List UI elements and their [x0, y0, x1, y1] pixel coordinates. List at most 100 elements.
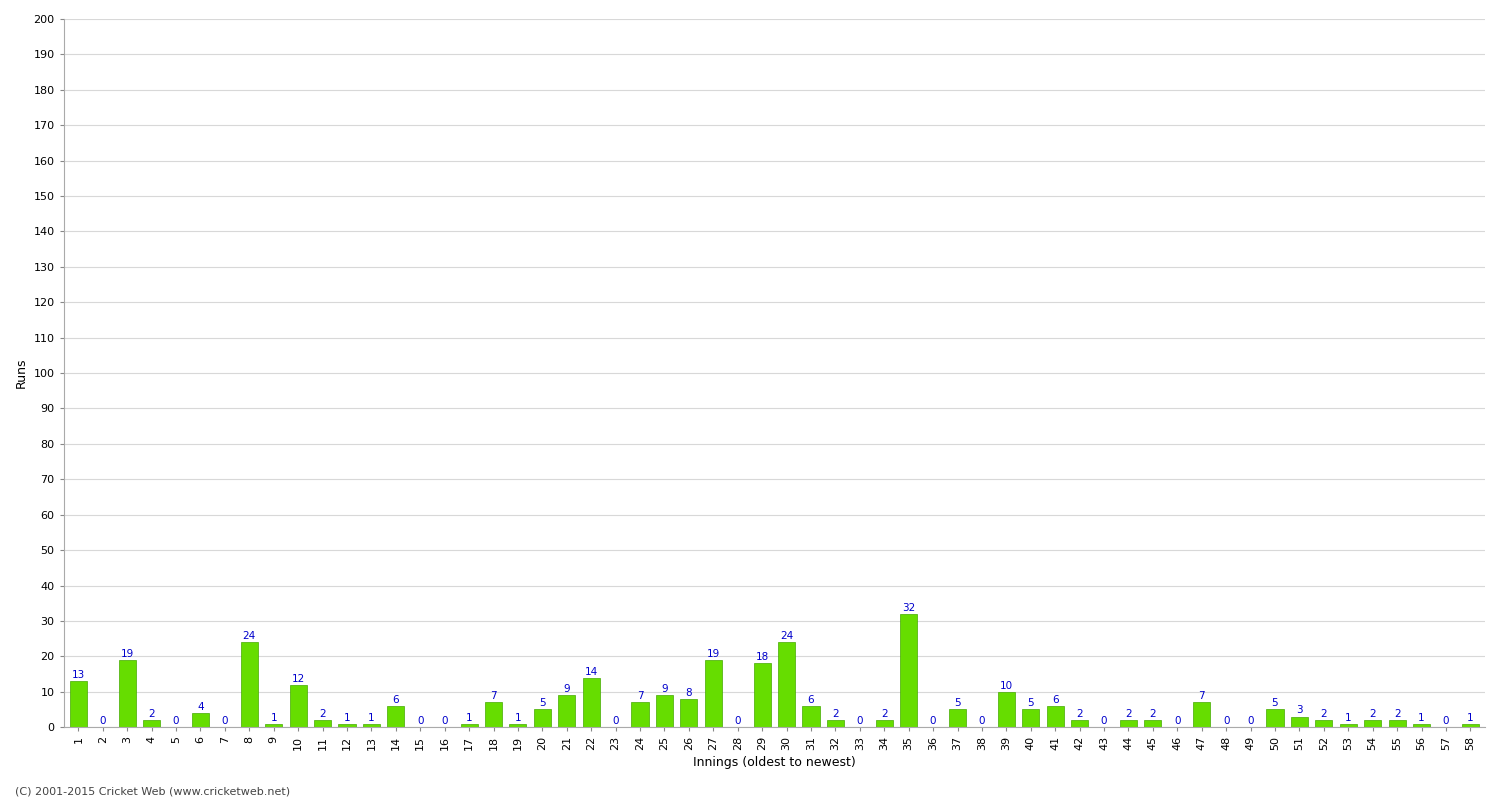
Text: 0: 0 — [1174, 716, 1180, 726]
Bar — [998, 692, 1016, 727]
Text: 1: 1 — [270, 713, 278, 722]
Bar — [1047, 706, 1064, 727]
Text: 4: 4 — [196, 702, 204, 712]
Text: 24: 24 — [780, 631, 794, 641]
Text: 2: 2 — [880, 709, 888, 719]
Bar — [290, 685, 306, 727]
Text: 0: 0 — [735, 716, 741, 726]
Text: 7: 7 — [1198, 691, 1204, 702]
Bar — [1120, 720, 1137, 727]
Bar — [70, 681, 87, 727]
Bar — [1413, 724, 1430, 727]
Bar — [534, 710, 550, 727]
Text: 5: 5 — [1028, 698, 1033, 709]
Text: 0: 0 — [99, 716, 106, 726]
Text: 24: 24 — [243, 631, 256, 641]
Bar — [753, 663, 771, 727]
Bar — [460, 724, 477, 727]
Text: 0: 0 — [978, 716, 986, 726]
Bar — [950, 710, 966, 727]
Bar — [1292, 717, 1308, 727]
Text: 2: 2 — [320, 709, 326, 719]
Text: 2: 2 — [1394, 709, 1401, 719]
Bar — [314, 720, 332, 727]
Text: 1: 1 — [1418, 713, 1425, 722]
Bar — [1340, 724, 1358, 727]
Text: 1: 1 — [514, 713, 520, 722]
Bar — [387, 706, 405, 727]
Text: 2: 2 — [833, 709, 839, 719]
Bar — [558, 695, 576, 727]
Text: 6: 6 — [807, 695, 814, 705]
Bar — [1144, 720, 1161, 727]
Bar — [632, 702, 648, 727]
Text: (C) 2001-2015 Cricket Web (www.cricketweb.net): (C) 2001-2015 Cricket Web (www.cricketwe… — [15, 786, 290, 796]
Text: 7: 7 — [636, 691, 644, 702]
Text: 1: 1 — [466, 713, 472, 722]
Text: 9: 9 — [662, 684, 668, 694]
Bar — [484, 702, 502, 727]
Text: 9: 9 — [564, 684, 570, 694]
Bar — [1462, 724, 1479, 727]
Text: 2: 2 — [1320, 709, 1328, 719]
Text: 1: 1 — [1346, 713, 1352, 722]
Bar — [242, 642, 258, 727]
Text: 2: 2 — [1077, 709, 1083, 719]
Bar — [656, 695, 674, 727]
Bar — [802, 706, 819, 727]
Bar — [705, 660, 722, 727]
Text: 1: 1 — [368, 713, 375, 722]
Text: 0: 0 — [1222, 716, 1230, 726]
Bar — [827, 720, 844, 727]
Bar — [1071, 720, 1088, 727]
Text: 6: 6 — [1052, 695, 1059, 705]
Bar — [1364, 720, 1382, 727]
Bar — [118, 660, 135, 727]
Bar — [1316, 720, 1332, 727]
Bar — [582, 678, 600, 727]
Text: 13: 13 — [72, 670, 86, 680]
Bar — [363, 724, 380, 727]
Bar — [142, 720, 160, 727]
Text: 5: 5 — [538, 698, 546, 709]
Text: 0: 0 — [1101, 716, 1107, 726]
Text: 2: 2 — [1125, 709, 1132, 719]
Text: 2: 2 — [1149, 709, 1156, 719]
Text: 0: 0 — [222, 716, 228, 726]
Text: 12: 12 — [291, 674, 304, 684]
Bar — [1266, 710, 1284, 727]
Text: 1: 1 — [1467, 713, 1473, 722]
Text: 2: 2 — [1370, 709, 1376, 719]
Bar — [1022, 710, 1040, 727]
Text: 0: 0 — [856, 716, 862, 726]
Bar — [681, 699, 698, 727]
Text: 0: 0 — [1248, 716, 1254, 726]
Text: 0: 0 — [172, 716, 180, 726]
Text: 0: 0 — [441, 716, 448, 726]
Text: 19: 19 — [120, 649, 134, 659]
Text: 19: 19 — [706, 649, 720, 659]
X-axis label: Innings (oldest to newest): Innings (oldest to newest) — [693, 756, 855, 769]
Text: 8: 8 — [686, 688, 692, 698]
Bar — [876, 720, 892, 727]
Text: 3: 3 — [1296, 706, 1302, 715]
Y-axis label: Runs: Runs — [15, 358, 28, 388]
Bar — [1192, 702, 1210, 727]
Bar — [778, 642, 795, 727]
Text: 5: 5 — [954, 698, 962, 709]
Text: 0: 0 — [612, 716, 620, 726]
Text: 1: 1 — [344, 713, 351, 722]
Bar — [510, 724, 526, 727]
Text: 5: 5 — [1272, 698, 1278, 709]
Text: 6: 6 — [393, 695, 399, 705]
Text: 18: 18 — [756, 652, 770, 662]
Bar — [192, 713, 208, 727]
Bar — [900, 614, 916, 727]
Text: 2: 2 — [148, 709, 154, 719]
Bar — [266, 724, 282, 727]
Text: 0: 0 — [417, 716, 423, 726]
Text: 14: 14 — [585, 666, 598, 677]
Text: 7: 7 — [490, 691, 496, 702]
Bar — [339, 724, 356, 727]
Bar — [1389, 720, 1406, 727]
